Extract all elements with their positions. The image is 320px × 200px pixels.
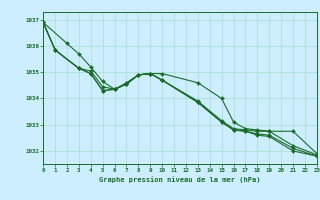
X-axis label: Graphe pression niveau de la mer (hPa): Graphe pression niveau de la mer (hPa) <box>99 176 261 183</box>
